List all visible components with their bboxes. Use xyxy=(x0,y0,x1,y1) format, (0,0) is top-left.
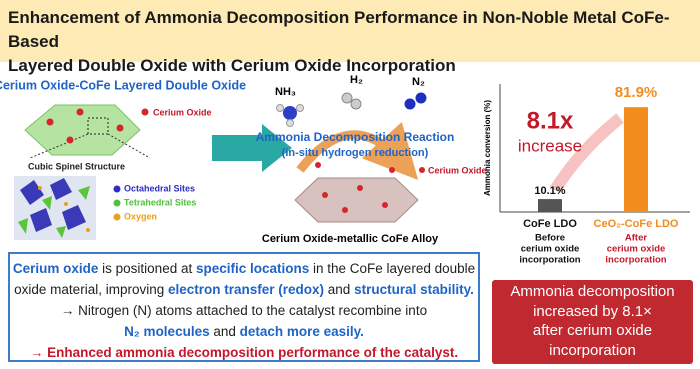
category-label: CeO₂-CoFe LDO xyxy=(594,218,679,230)
result-line: Ammonia decomposition xyxy=(510,283,675,300)
summary-line: → Nitrogen (N) atoms attached to the cat… xyxy=(10,300,478,321)
reaction-title: Ammonia Decomposition Reaction xyxy=(256,130,455,144)
molecule-label: H₂ xyxy=(350,74,363,86)
y-axis-label: Ammonia conversion (%) xyxy=(483,100,492,196)
alloy-surface xyxy=(294,177,419,223)
summary-line: N₂ molecules and detach more easily. xyxy=(10,321,478,342)
text: oxide material, improving xyxy=(14,282,168,297)
result-line: incorporation xyxy=(549,341,636,359)
bar-chart: Ammonia conversion (%) 8.1x increase 10.1% C… xyxy=(483,84,690,266)
text: → Nitrogen (N) atoms attached to the cat… xyxy=(60,303,428,318)
summary-line: oxide material, improving electron trans… xyxy=(10,279,478,300)
molecule-label: N₂ xyxy=(412,76,425,88)
panel-title: Cerium Oxide-CoFe Layered Double Oxide xyxy=(0,78,246,92)
zoom-box xyxy=(87,117,109,135)
text: structural stability. xyxy=(354,282,474,297)
summary-line: → Enhanced ammonia decomposition perform… xyxy=(10,342,478,363)
label: Cerium Oxide xyxy=(428,165,487,175)
ldo-sheet xyxy=(24,104,141,156)
title-banner: Enhancement of Ammonia Decomposition Per… xyxy=(0,0,700,75)
label: Cerium Oxide xyxy=(153,107,212,117)
text: is positioned at xyxy=(98,261,196,276)
reaction-subtitle: (in-situ hydrogen reduction) xyxy=(282,147,429,159)
process-arrow xyxy=(212,124,292,172)
text: electron transfer (redox) xyxy=(167,282,325,297)
text: and xyxy=(209,324,240,339)
title-line: Layered Double Oxide with Cerium Oxide I… xyxy=(8,56,456,75)
legend-label: Octahedral Sites xyxy=(124,183,195,193)
category-label: CoFe LDO xyxy=(523,218,577,230)
result-line: increased by 8.1× xyxy=(533,302,652,320)
zoom-line xyxy=(29,133,89,159)
h2 xyxy=(341,92,362,110)
title-line: Enhancement of Ammonia Decomposition Per… xyxy=(8,8,670,51)
summary-box: Cerium oxide is positioned at specific l… xyxy=(8,252,480,362)
result-line: after cerium oxide xyxy=(532,322,653,339)
nh3 xyxy=(276,104,304,127)
legend-dot xyxy=(113,199,121,207)
crystal xyxy=(14,176,96,240)
curved-arrow xyxy=(296,121,419,180)
value-label: 10.1% xyxy=(534,185,565,197)
bar xyxy=(624,107,648,212)
text: specific locations xyxy=(195,261,310,276)
text: in the CoFe layered double xyxy=(309,261,476,276)
ceria-dots xyxy=(315,162,425,213)
annotation-sub: increase xyxy=(518,136,582,155)
legend-label: Tetrahedral Sites xyxy=(124,197,196,207)
value-label: 81.9% xyxy=(615,84,658,101)
ceria-dots xyxy=(46,108,149,144)
bar xyxy=(538,199,562,212)
category-note: cerium oxide xyxy=(607,244,666,255)
summary-line: Cerium oxide is positioned at specific l… xyxy=(10,258,478,279)
category-note: incorporation xyxy=(605,255,666,266)
text: and xyxy=(324,282,355,297)
product-label: Cerium Oxide-metallic CoFe Alloy xyxy=(262,233,439,245)
annotation: 8.1x xyxy=(527,107,574,134)
category-note: Before xyxy=(535,233,565,244)
category-note: cerium oxide xyxy=(521,244,580,255)
category-note: incorporation xyxy=(519,255,580,266)
text: N₂ molecules xyxy=(124,324,210,339)
text: → Enhanced ammonia decomposition perform… xyxy=(29,345,459,360)
zoom-line xyxy=(107,133,151,159)
legend-label: Oxygen xyxy=(124,211,157,221)
molecule-label: NH₃ xyxy=(275,86,296,98)
label: Cubic Spinel Structure xyxy=(28,161,125,171)
increase-arrow xyxy=(549,113,624,194)
legend-dot xyxy=(113,185,121,193)
legend-dot xyxy=(113,213,121,221)
text: detach more easily. xyxy=(239,324,364,339)
text: Cerium oxide xyxy=(12,261,99,276)
n2 xyxy=(404,92,427,110)
result-box: Ammonia decomposition increased by 8.1× … xyxy=(492,280,693,364)
category-note: After xyxy=(625,233,647,244)
